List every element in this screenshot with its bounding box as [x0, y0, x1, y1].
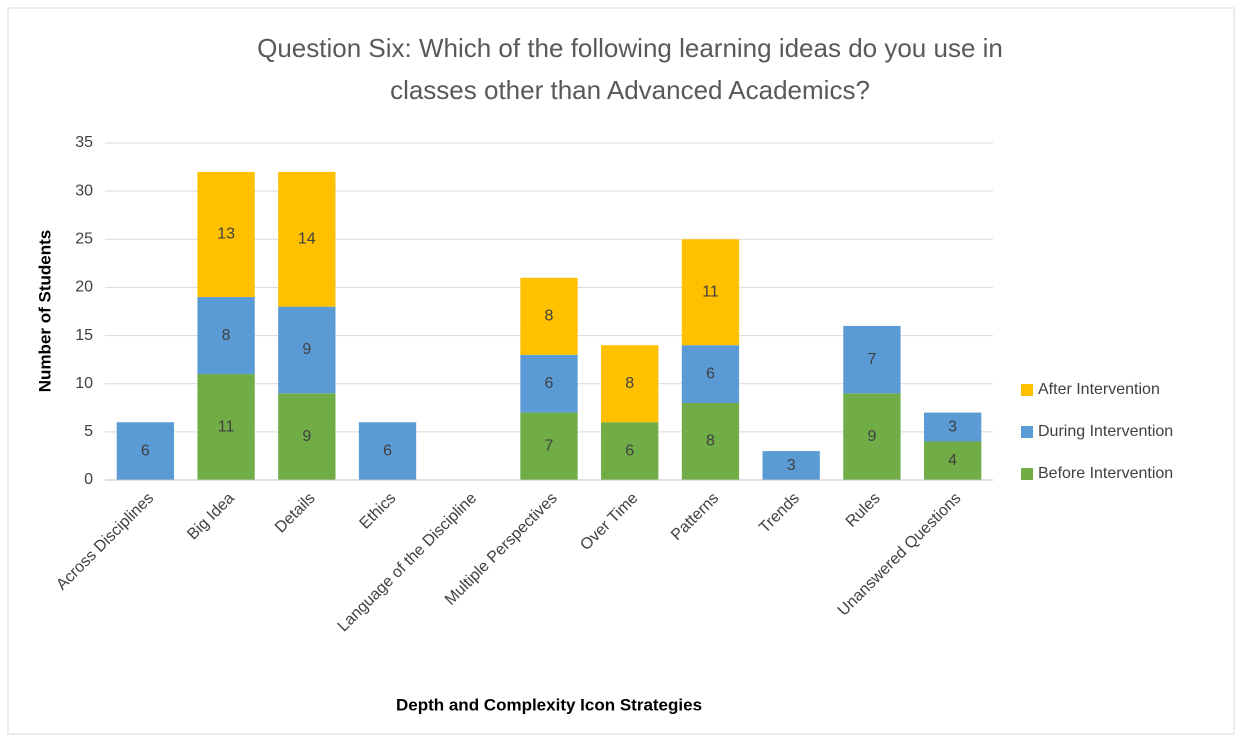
y-tick-label: 25 — [75, 231, 93, 248]
bar-segment — [681, 239, 740, 346]
bar-segment — [843, 393, 901, 480]
bar-segment — [278, 306, 336, 394]
legend-swatch — [1021, 468, 1033, 480]
data-label: 11 — [702, 283, 719, 300]
data-label: 11 — [218, 418, 235, 435]
y-tick-label: 20 — [75, 279, 93, 296]
x-axis-title: Depth and Complexity Icon Strategies — [396, 695, 702, 714]
y-tick-label: 35 — [75, 134, 93, 151]
legend-label: Before Intervention — [1038, 465, 1173, 482]
bar-segment — [601, 422, 659, 480]
data-label: 9 — [302, 428, 311, 445]
bar-segment — [197, 171, 255, 298]
bar-segment — [520, 412, 578, 480]
data-label: 14 — [298, 231, 316, 248]
y-tick-label: 0 — [84, 471, 93, 488]
data-label: 6 — [706, 365, 715, 382]
bar-segment — [278, 393, 336, 480]
bar-segment — [601, 345, 659, 423]
y-tick-label: 30 — [75, 182, 93, 199]
bar-segment — [278, 171, 336, 307]
data-label: 7 — [867, 351, 876, 368]
legend-label: After Intervention — [1038, 381, 1160, 398]
bar-segment — [520, 354, 578, 413]
data-label: 3 — [948, 418, 957, 435]
bar-segment — [520, 277, 578, 355]
bar-segment — [923, 441, 982, 480]
chart-title: classes other than Advanced Academics? — [390, 75, 870, 105]
data-label: 4 — [948, 452, 957, 469]
legend-swatch — [1021, 384, 1033, 396]
chart-title: Question Six: Which of the following lea… — [257, 33, 1003, 63]
bar-segment — [843, 325, 901, 394]
bar-segment — [681, 345, 740, 403]
data-label: 8 — [222, 327, 231, 344]
data-label: 6 — [383, 442, 392, 459]
bar-segment — [197, 297, 255, 375]
bar-segment — [923, 412, 982, 442]
y-tick-label: 15 — [75, 327, 93, 344]
y-tick-label: 5 — [84, 423, 93, 440]
bar-segment — [681, 402, 740, 480]
bar-segment — [116, 422, 175, 480]
data-label: 6 — [141, 442, 150, 459]
legend-swatch — [1021, 426, 1033, 438]
data-label: 6 — [545, 375, 554, 392]
data-label: 7 — [545, 438, 554, 455]
data-label: 8 — [625, 375, 634, 392]
data-label: 8 — [545, 308, 554, 325]
bar-segment — [197, 374, 255, 480]
bar-segment — [762, 451, 820, 480]
data-label: 9 — [302, 341, 311, 358]
y-axis-title: Number of Students — [35, 230, 54, 392]
data-label: 3 — [787, 457, 796, 474]
data-label: 6 — [625, 442, 634, 459]
data-label: 13 — [217, 226, 235, 243]
data-label: 9 — [867, 428, 876, 445]
y-tick-label: 10 — [75, 375, 93, 392]
legend-label: During Intervention — [1038, 423, 1173, 440]
data-label: 8 — [706, 433, 715, 450]
bar-segment — [358, 422, 417, 480]
